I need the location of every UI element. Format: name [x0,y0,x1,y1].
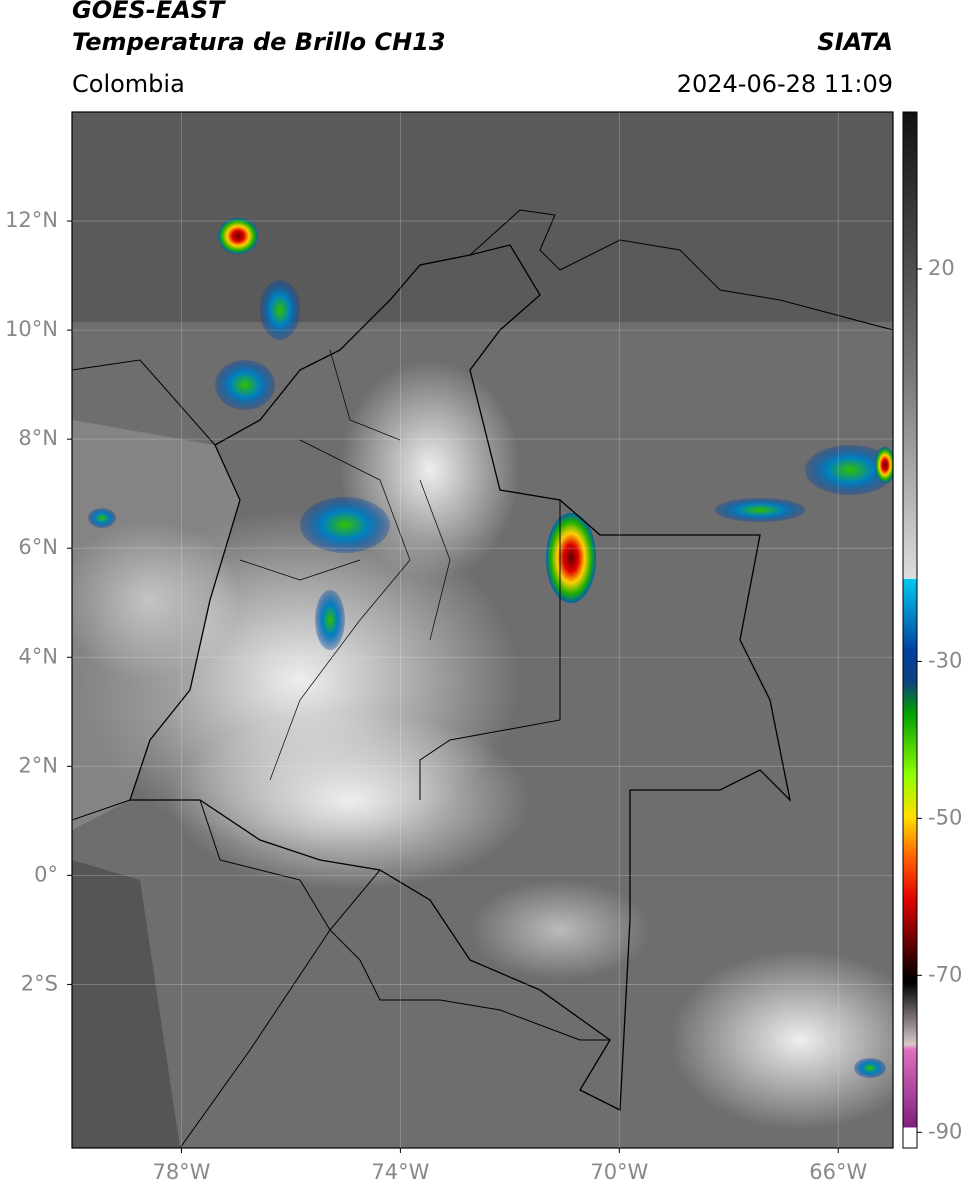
colorbar-tick-label: -90 [928,1119,962,1143]
colorbar-tick-label: 20 [928,256,955,280]
lon-tick-label: 70°W [590,1160,648,1184]
timestamp: 2024-06-28 11:09 [676,70,893,98]
lat-tick-label: 0° [34,862,58,886]
title: GOES-EAST [72,0,225,24]
lat-tick-label: 10°N [5,317,58,341]
source: SIATA [817,28,893,56]
colorbar [902,111,918,1149]
colorbar-tick-label: -70 [928,962,962,986]
lon-tick-label: 74°W [371,1160,429,1184]
lon-tick-label: 78°W [152,1160,210,1184]
lat-tick-label: 4°N [18,644,58,668]
lat-tick-label: 2°S [21,971,58,995]
lon-tick-label: 66°W [809,1160,867,1184]
lat-tick-label: 6°N [18,535,58,559]
colorbar-tick-label: -50 [928,805,962,829]
region: Colombia [72,70,185,98]
lat-tick-label: 2°N [18,753,58,777]
lat-tick-label: 12°N [5,208,58,232]
map-frame [71,111,894,1149]
colorbar-tick-label: -30 [928,648,962,672]
lat-tick-label: 8°N [18,426,58,450]
subtitle: Temperatura de Brillo CH13 [72,28,446,56]
imagery [72,112,893,1148]
